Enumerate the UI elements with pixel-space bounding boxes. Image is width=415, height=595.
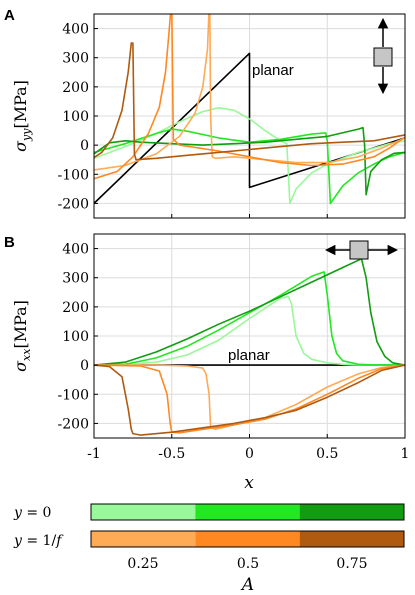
panel-a-series-y0-A075 (94, 126, 405, 196)
panel-a-ytick-label-2: 0 (80, 138, 89, 154)
panel-a-ytick-label-0: -200 (58, 196, 89, 212)
legend-row-1-swatch-2 (299, 531, 404, 547)
panel-b-series-y1f-A05 (94, 364, 405, 434)
legend-row-0-frame (90, 503, 405, 521)
panel-a-x-ticks (93, 214, 406, 218)
panel-b-xtick-label-2: 0 (245, 446, 254, 462)
panel-a-series-y1f-A025 (94, 14, 405, 171)
panel-b-y-axis-label: σxx[MPa] (11, 300, 33, 372)
panel-b-xtick-label-1: -0.5 (158, 446, 185, 462)
panel-b-ytick-label-3: 100 (62, 329, 89, 345)
panel-a-y-ticks: -200 -100 0 100 200 300 400 (58, 22, 98, 212)
legend-axis-label: A (240, 575, 254, 595)
panel-a-ytick-label-1: -100 (58, 167, 89, 183)
vertical-arrow-square-icon (373, 17, 393, 95)
panel-letter-b: B (4, 234, 15, 251)
legend-row-0-swatch-2 (299, 504, 404, 520)
panel-b-planar-annotation: planar (228, 347, 270, 364)
panel-b-ytick-label-1: -100 (58, 387, 89, 403)
legend-row-y-0 (90, 503, 405, 521)
panel-a-series-y0-A05 (94, 128, 405, 205)
panel-a-plot-area (94, 14, 405, 205)
legend-row-1-swatch-0 (91, 531, 196, 547)
legend-row-0-swatch-1 (195, 504, 300, 520)
legend-tick-0: 0.25 (127, 556, 158, 572)
panel-b-grid (93, 234, 406, 438)
panel-b-xtick-label-0: -1 (87, 446, 101, 462)
legend-row-1-swatch-1 (195, 531, 300, 547)
panel-a-ytick-label-4: 200 (62, 80, 89, 96)
panel-a: A -200 -100 0 100 200 300 400 σyy[MPa] planar (4, 7, 406, 219)
legend-row-y-1f (90, 530, 405, 548)
legend-row-1-frame (90, 530, 405, 548)
panel-b-series-y0-A025 (94, 295, 405, 366)
panel-b-y-ticks: -200 -100 0 100 200 300 400 (58, 242, 98, 432)
panel-b-ytick-label-2: 0 (80, 358, 89, 374)
panel-b-series-y0-A05 (94, 271, 405, 366)
panel-a-y-axis-label: σyy[MPa] (11, 80, 33, 152)
panel-b-plot-area (94, 257, 405, 436)
panel-a-series-y1f-A075 (94, 42, 405, 161)
panel-a-ytick-label-3: 100 (62, 109, 89, 125)
legend-label-y-1f: y = 1/f (13, 533, 64, 549)
panel-b-series-y1f-A025 (94, 364, 405, 431)
panel-a-ytick-label-6: 400 (62, 22, 89, 38)
panel-a-ytick-label-5: 300 (62, 51, 89, 67)
panel-b-series-y0-A075 (94, 257, 405, 366)
panel-letter-a: A (4, 7, 15, 24)
horizontal-arrow-square-icon (324, 240, 399, 260)
panel-b-x-ticks: -1 -0.5 0 0.5 1 (87, 434, 409, 462)
panel-b-ytick-label-5: 300 (62, 271, 89, 287)
panel-b-series-y1f-A075 (94, 364, 405, 436)
panel-b-ytick-label-0: -200 (58, 416, 89, 432)
panel-b-ytick-label-6: 400 (62, 242, 89, 258)
x-axis-label: x (244, 473, 254, 493)
panel-a-planar-annotation: planar (252, 62, 294, 79)
legend-label-y-0: y = 0 (13, 505, 51, 521)
panel-b-xtick-label-3: 0.5 (316, 446, 338, 462)
panel-b-ytick-label-4: 200 (62, 300, 89, 316)
panel-b-xtick-label-4: 1 (401, 446, 410, 462)
panel-a-series-y1f-A05 (94, 14, 405, 180)
legend-row-0-swatch-0 (91, 504, 196, 520)
panel-b: B -200 -100 0 100 200 300 400 -1 -0.5 0 0.5 1 σxx[… (4, 233, 409, 493)
legend-tick-2: 0.75 (336, 556, 367, 572)
legend: y = 0 y = 1/f 0.25 0.5 0.75 A (13, 503, 405, 595)
legend-tick-1: 0.5 (237, 556, 259, 572)
